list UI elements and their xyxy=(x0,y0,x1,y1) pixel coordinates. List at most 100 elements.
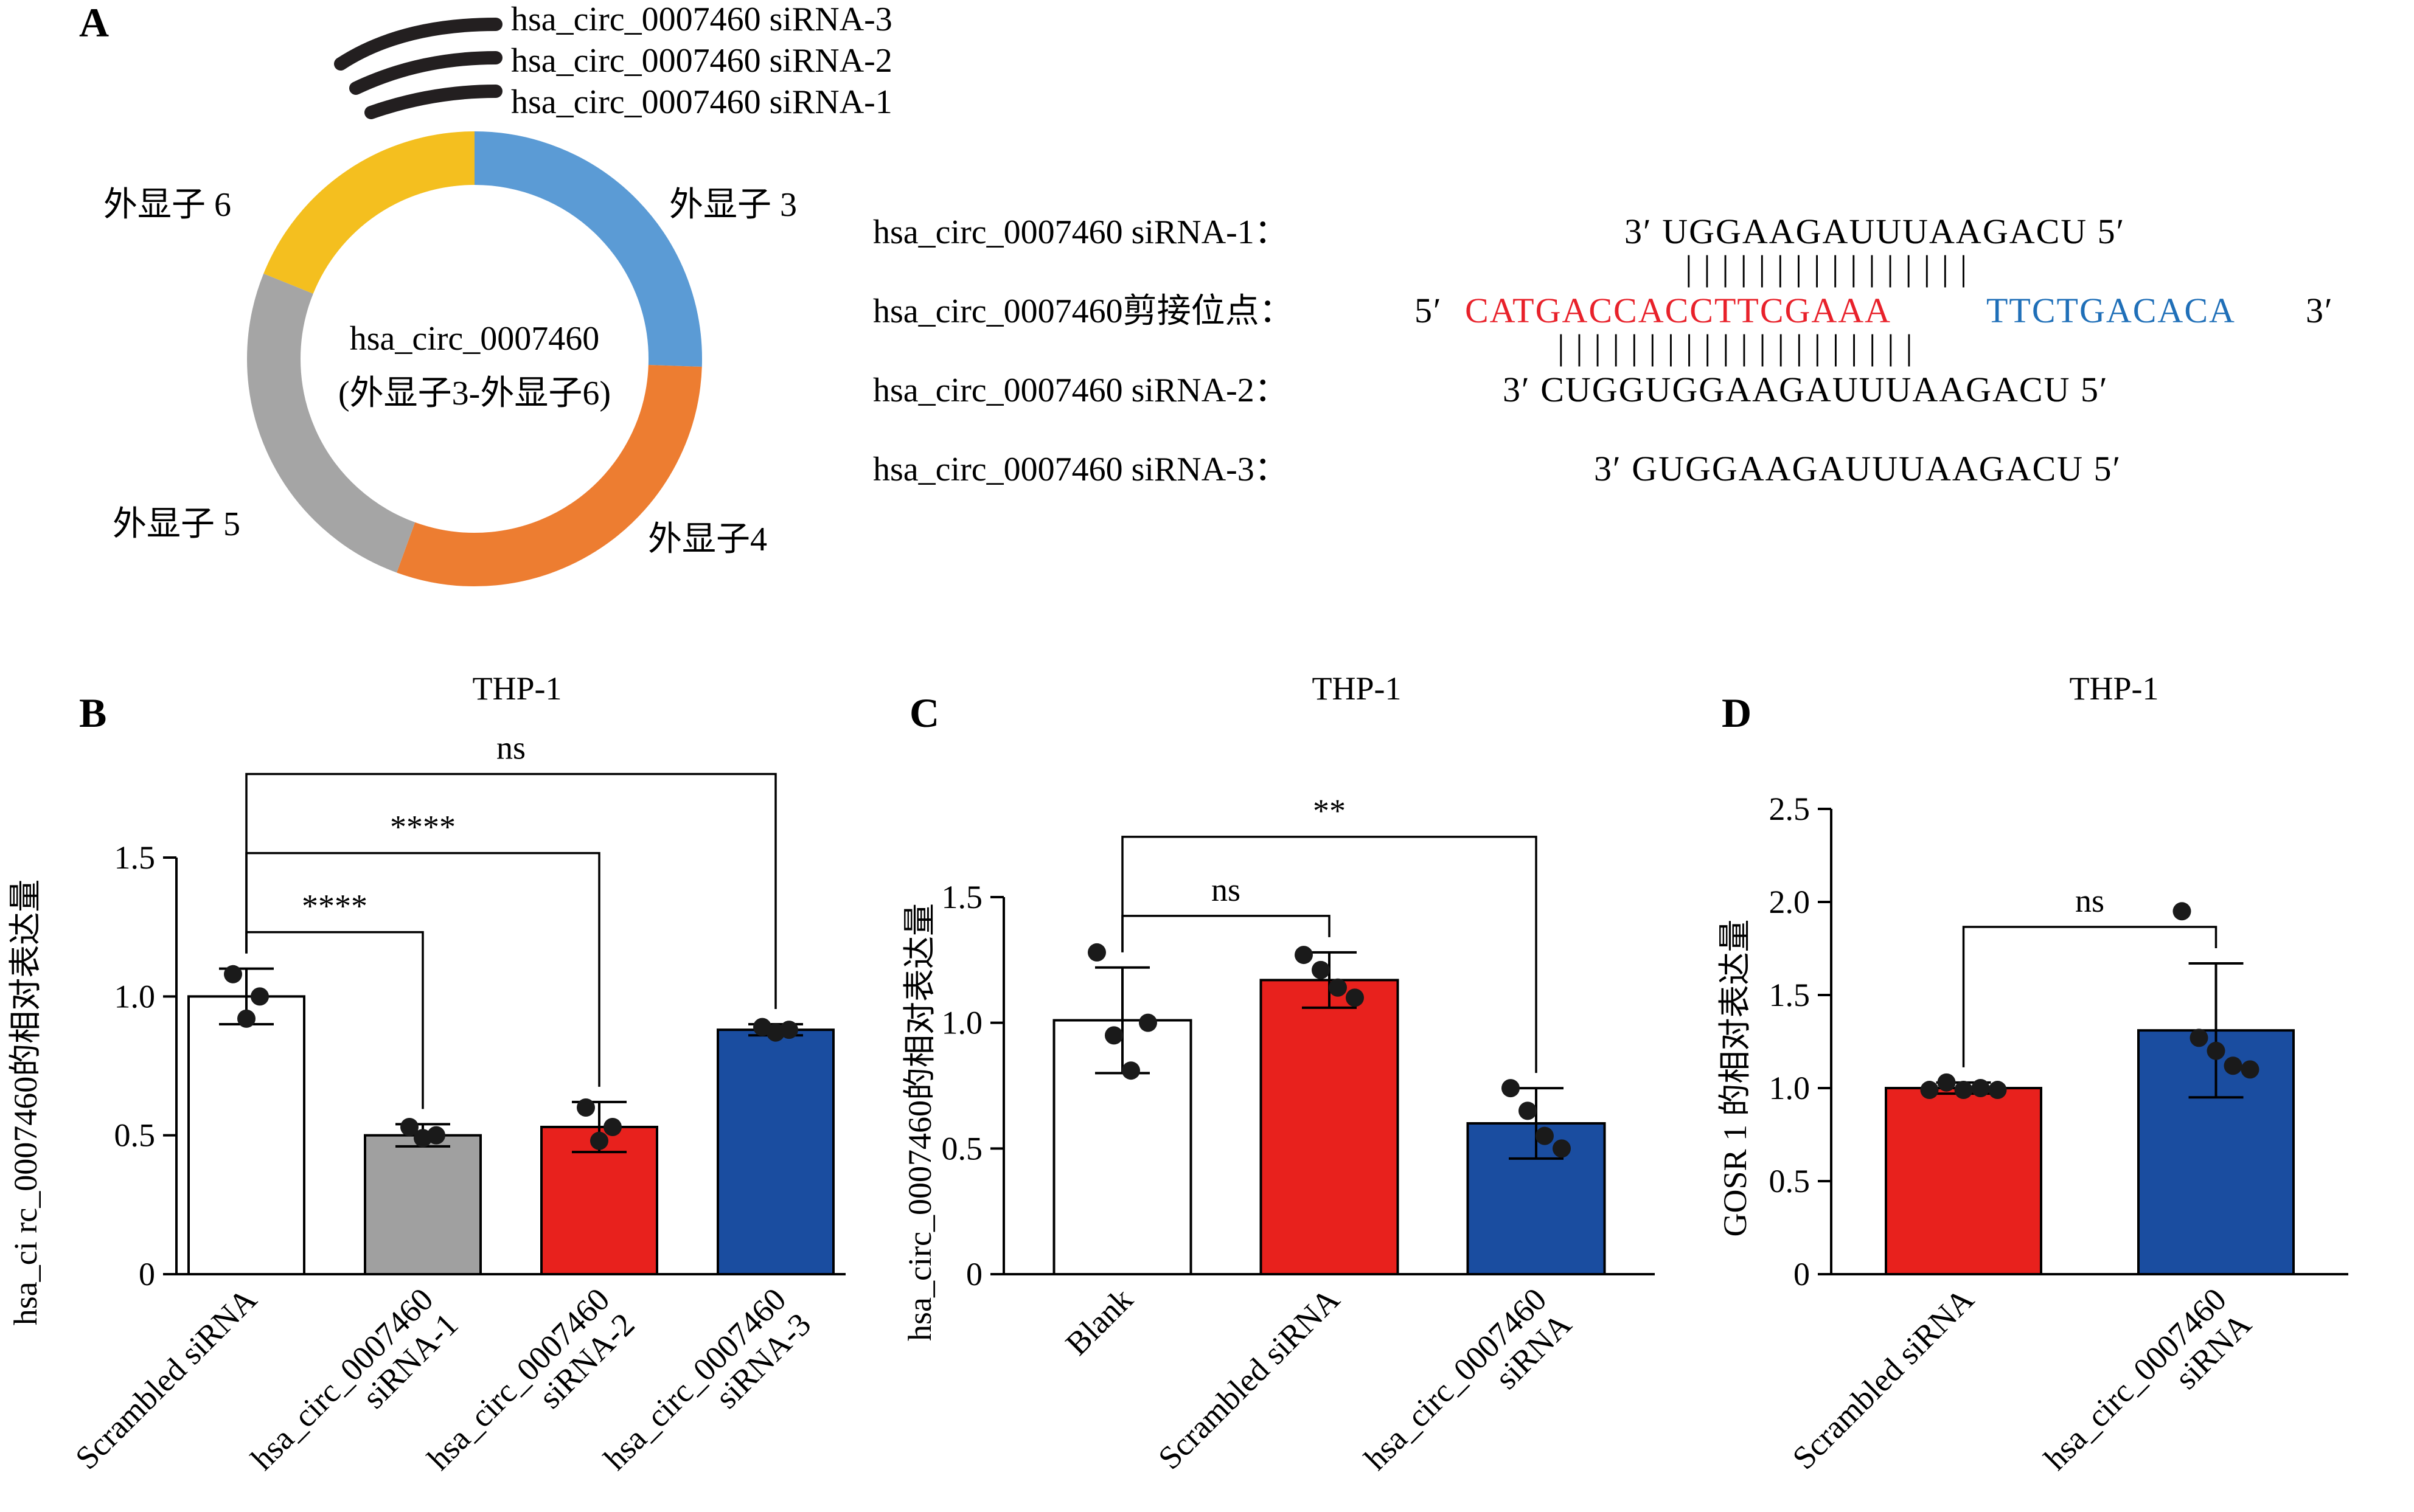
panel-d-letter: D xyxy=(1722,690,1751,736)
panel-b-point-2-0 xyxy=(577,1098,595,1117)
panel-d-ytick-label: 0.5 xyxy=(1769,1163,1810,1199)
exon-5-label: 外显子 5 xyxy=(113,505,240,543)
panel-d-point-0-2 xyxy=(1954,1081,1973,1100)
exon-ring xyxy=(247,131,702,586)
panel-d-point-1-3 xyxy=(2224,1056,2242,1075)
panel-b-ytick-label: 1.5 xyxy=(114,839,156,876)
panel-b-bar-0 xyxy=(187,995,305,1276)
panel-d-comparison-bracket-0 xyxy=(1962,926,2217,1067)
panel-b-point-0-1 xyxy=(237,1009,256,1028)
panel-d-category-label-0: Scrambled siRNA xyxy=(1786,1281,1981,1476)
panel-c-ytick-label: 1.5 xyxy=(942,879,983,915)
exon-4-segment xyxy=(397,364,702,586)
panel-d-point-1-2 xyxy=(2207,1041,2225,1060)
panel-c-point-0-1 xyxy=(1105,1026,1123,1045)
panel-b-ytick-label: 0.5 xyxy=(114,1117,156,1154)
panel-c-significance-label-1: ** xyxy=(1313,792,1346,829)
panel-b-significance-label-1: **** xyxy=(390,809,456,845)
panel-c-point-1-3 xyxy=(1346,988,1364,1007)
panel-c-category-label-2: hsa_circ_0007460siRNA xyxy=(1357,1281,1578,1502)
panel-c-point-1-0 xyxy=(1295,946,1313,965)
panel-b-title: THP-1 xyxy=(473,670,562,707)
panel-c-ytick-label: 0.5 xyxy=(942,1130,983,1167)
panel-c-category-label-0: Blank xyxy=(1059,1281,1140,1362)
panel-c-significance-label-0: ns xyxy=(1211,872,1240,908)
panel-b-ylabel: hsa_ci rc_0007460的相对表达量 xyxy=(7,879,44,1325)
panel-c-ylabel: hsa_circ_0007460的相对表达量 xyxy=(902,903,938,1341)
panel-c-point-2-1 xyxy=(1518,1101,1537,1120)
panel-c-point-0-3 xyxy=(1139,1013,1157,1032)
panel-c-point-0-2 xyxy=(1122,1061,1140,1080)
seq-sirna3-label: hsa_circ_0007460 siRNA-3： xyxy=(873,451,1289,488)
panel-c-point-1-2 xyxy=(1329,978,1347,997)
seq-site-red: CATGACCACCTTCGAAA xyxy=(1465,291,1891,330)
panel-b-category-label-2: hsa_circ_0007460siRNA-2 xyxy=(420,1281,641,1502)
panel-b-letter: B xyxy=(79,690,106,736)
panel-d-category-label-1: hsa_circ_0007460siRNA xyxy=(2037,1281,2258,1502)
panel-b-bar-1 xyxy=(364,1134,482,1275)
panel-c-ytick-label: 1.0 xyxy=(942,1005,983,1041)
exon-3-segment xyxy=(474,131,702,367)
sirna1-arc xyxy=(364,85,503,119)
seq-sirna2: 3′ CUGGUGGAAGAUUUAAGACU 5′ xyxy=(1503,370,2109,409)
chart-panel-d: D THP-1 0 0.5 1.0 1.5 2.0 2.5 GOSR 1 的相对表达量 Scram… xyxy=(1717,670,2348,1502)
panel-d-ytick-label: 1.0 xyxy=(1769,1070,1810,1106)
panel-d-ytick-label: 1.5 xyxy=(1769,977,1810,1013)
panel-d-point-1-4 xyxy=(2241,1060,2259,1079)
panel-b-comparison-bracket-2 xyxy=(245,772,777,1009)
sirna2-arc xyxy=(349,51,503,95)
panel-d-point-0-0 xyxy=(1920,1081,1939,1100)
panel-c-category-label-1: Scrambled siRNA xyxy=(1151,1281,1346,1476)
panel-c-comparison-bracket-0 xyxy=(1121,915,1330,952)
panel-b-significance-label-2: ns xyxy=(496,730,526,766)
seq-site-blue: TTCTGACACA xyxy=(1986,291,2236,330)
panel-c-point-2-3 xyxy=(1553,1139,1571,1158)
panel-b-point-1-0 xyxy=(400,1117,419,1136)
panel-b-point-2-1 xyxy=(590,1131,608,1150)
panel-c-title: THP-1 xyxy=(1312,670,1402,707)
exon-4-label: 外显子4 xyxy=(648,521,767,558)
panel-b-ytick-label: 1.0 xyxy=(114,978,156,1014)
panel-c-ytick-label: 0 xyxy=(966,1256,983,1292)
seq-sirna2-label: hsa_circ_0007460 siRNA-2： xyxy=(873,372,1289,409)
panel-d-point-0-4 xyxy=(1988,1081,2007,1100)
exon-3-label: 外显子 3 xyxy=(669,186,797,224)
panel-d-point-1-0 xyxy=(2172,902,2191,921)
panel-b-point-1-2 xyxy=(427,1126,445,1145)
panel-d-point-0-3 xyxy=(1971,1079,1990,1097)
pair-marks-bottom: | | | | | | | | | | | | | | | | | | | | xyxy=(1557,327,1914,367)
seq-site-label: hsa_circ_0007460剪接位点： xyxy=(873,293,1293,330)
panel-b-point-2-2 xyxy=(604,1117,622,1136)
sirna1-arc-label: hsa_circ_0007460 siRNA-1 xyxy=(511,83,892,121)
panel-d-ytick-label: 2.5 xyxy=(1769,791,1810,827)
ring-center-exons: (外显子3-外显子6) xyxy=(338,375,611,412)
panel-b-category-label-3: hsa_circ_0007460siRNA-3 xyxy=(597,1281,818,1502)
seq-sirna1: 3′ UGGAAGAUUUAAGACU 5′ xyxy=(1624,212,2125,251)
panel-d-point-0-1 xyxy=(1937,1073,1956,1092)
panel-b-ytick-label: 0 xyxy=(139,1256,155,1292)
exon-6-segment xyxy=(263,131,475,294)
ring-center-name: hsa_circ_0007460 xyxy=(350,320,600,358)
panel-b-category-line: Scrambled siRNA xyxy=(68,1281,263,1476)
panel-b-point-0-0 xyxy=(224,965,242,983)
panel-c-letter: C xyxy=(910,690,939,736)
panel-c-point-0-0 xyxy=(1088,943,1106,962)
panel-b-point-0-2 xyxy=(251,987,269,1006)
sirna3-arc-label: hsa_circ_0007460 siRNA-3 xyxy=(511,1,892,38)
panel-d-ytick-label: 2.0 xyxy=(1769,884,1810,920)
panel-c-category-line: Blank xyxy=(1059,1281,1140,1362)
panel-b-point-3-2 xyxy=(780,1021,798,1039)
panel-c-point-1-1 xyxy=(1312,960,1330,979)
sirna2-arc-label: hsa_circ_0007460 siRNA-2 xyxy=(511,42,892,80)
panel-d-category-line: Scrambled siRNA xyxy=(1786,1281,1981,1476)
panel-c-point-2-2 xyxy=(1536,1126,1554,1145)
pair-marks-top: | | | | | | | | | | | | | | | | xyxy=(1685,248,1968,288)
panel-b-category-label-0: Scrambled siRNA xyxy=(68,1281,263,1476)
panel-d-title: THP-1 xyxy=(2070,670,2159,707)
panel-d-ylabel: GOSR 1 的相对表达量 xyxy=(1717,919,1753,1236)
panel-label-a: A xyxy=(79,0,109,46)
seq-site-5prime: 5′ xyxy=(1414,291,1442,330)
exon-5-segment xyxy=(247,273,416,573)
